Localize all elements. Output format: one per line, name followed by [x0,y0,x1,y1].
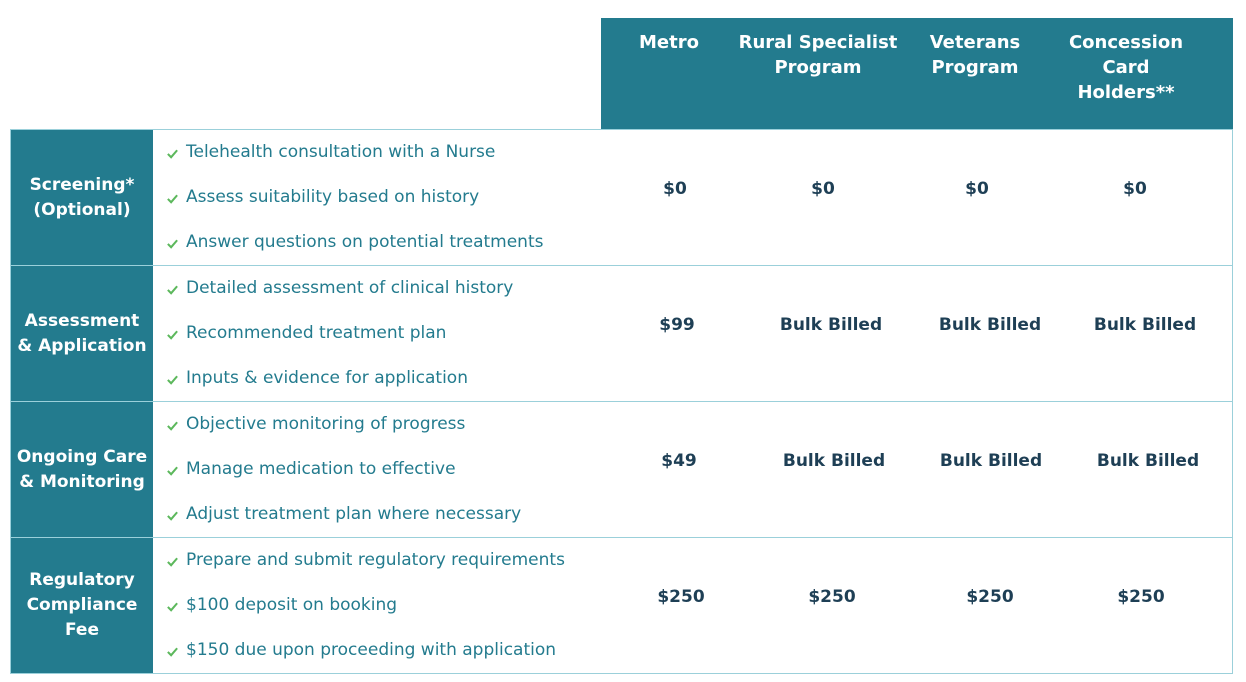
check-icon [167,194,178,204]
price-concession: Bulk Billed [1093,315,1197,335]
feature-item: Detailed assessment of clinical history [166,278,513,298]
feature-item: $100 deposit on booking [166,595,397,615]
row-label-screening: Screening* (Optional) [11,130,153,265]
check-icon [167,557,178,567]
feature-item: Telehealth consultation with a Nurse [166,142,495,162]
check-icon [167,239,178,249]
table-row-ongoing-care: Ongoing Care & Monitoring Objective moni… [10,401,1233,538]
feature-item: Manage medication to effective [166,459,456,479]
feature-item: Adjust treatment plan where necessary [166,504,521,524]
row-label-regulatory: Regulatory Compliance Fee [11,538,153,673]
price-rural: Bulk Billed [779,315,883,335]
feature-item: Recommended treatment plan [166,323,446,343]
feature-text: Inputs & evidence for application [186,368,468,388]
row-label-assessment: Assessment & Application [11,266,153,401]
price-rural: Bulk Billed [782,451,886,471]
feature-item: $150 due upon proceeding with applicatio… [166,640,556,660]
feature-item: Assess suitability based on history [166,187,479,207]
price-metro: $99 [659,315,695,335]
price-metro: $0 [663,179,687,199]
price-metro: $49 [661,451,697,471]
check-icon [167,421,178,431]
column-header-metro: Metro [639,32,699,53]
feature-text: $150 due upon proceeding with applicatio… [186,640,557,660]
feature-text: Detailed assessment of clinical history [186,278,514,298]
price-veterans: Bulk Billed [939,451,1043,471]
table-row-regulatory: Regulatory Compliance Fee Prepare and su… [10,537,1233,674]
price-concession: Bulk Billed [1096,451,1200,471]
price-veterans: $0 [965,179,989,199]
check-icon [167,285,178,295]
row-label-ongoing-care: Ongoing Care & Monitoring [11,402,153,537]
price-metro: $250 [657,587,705,607]
price-rural: $250 [808,587,856,607]
feature-item: Inputs & evidence for application [166,368,468,388]
feature-text: Manage medication to effective [186,459,456,479]
check-icon [167,330,178,340]
feature-item: Objective monitoring of progress [166,414,465,434]
price-veterans: Bulk Billed [938,315,1042,335]
check-icon [167,511,178,521]
table-row-screening: Screening* (Optional) Telehealth consult… [10,129,1233,266]
column-header-rural: Rural Specialist Program [738,32,898,78]
check-icon [167,375,178,385]
column-header-veterans: Veterans Program [929,32,1021,78]
check-icon [167,466,178,476]
table-row-assessment: Assessment & Application Detailed assess… [10,265,1233,402]
check-icon [167,647,178,657]
check-icon [167,149,178,159]
price-concession: $0 [1123,179,1147,199]
price-veterans: $250 [966,587,1014,607]
price-concession: $250 [1117,587,1165,607]
feature-item: Answer questions on potential treatments [166,232,543,252]
feature-text: $100 deposit on booking [186,595,398,615]
check-icon [167,602,178,612]
feature-text: Prepare and submit regulatory requiremen… [186,550,565,570]
column-header-band [601,18,1233,129]
feature-text: Assess suitability based on history [186,187,480,207]
feature-item: Prepare and submit regulatory requiremen… [166,550,565,570]
price-rural: $0 [811,179,835,199]
feature-text: Recommended treatment plan [186,323,447,343]
feature-text: Objective monitoring of progress [186,414,466,434]
feature-text: Telehealth consultation with a Nurse [186,142,496,162]
feature-text: Answer questions on potential treatments [186,232,544,252]
feature-text: Adjust treatment plan where necessary [186,504,522,524]
column-header-concession: Concession Card Holders** [1068,32,1184,103]
